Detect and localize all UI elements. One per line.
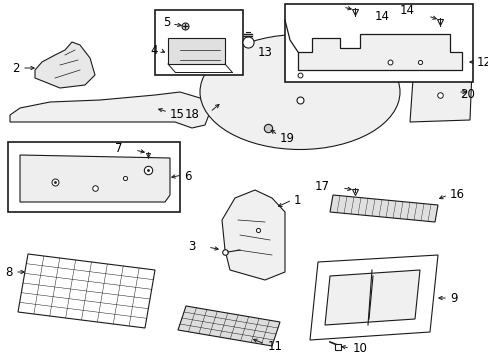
Text: 11: 11 [267, 339, 283, 352]
Text: 14: 14 [399, 4, 414, 17]
Text: 20: 20 [459, 89, 474, 102]
Text: 14: 14 [374, 9, 389, 22]
Text: 10: 10 [352, 342, 367, 356]
Ellipse shape [200, 35, 399, 149]
Bar [285, 4, 472, 82]
Bar [155, 10, 243, 75]
Text: 4: 4 [150, 44, 158, 57]
Polygon shape [35, 42, 95, 88]
Text: 6: 6 [183, 171, 191, 184]
Polygon shape [20, 155, 170, 202]
Polygon shape [18, 254, 155, 328]
Polygon shape [168, 38, 224, 64]
Polygon shape [329, 195, 437, 222]
Text: 2: 2 [13, 62, 20, 75]
Text: 8: 8 [5, 266, 12, 279]
Text: 18: 18 [185, 108, 200, 122]
Text: 19: 19 [280, 131, 294, 144]
Text: 16: 16 [449, 189, 464, 202]
Polygon shape [178, 306, 280, 346]
Text: 13: 13 [258, 45, 272, 58]
Polygon shape [309, 255, 437, 340]
Text: 9: 9 [449, 292, 457, 305]
Polygon shape [409, 65, 471, 122]
Text: 17: 17 [314, 180, 329, 194]
Bar [8, 142, 180, 212]
Text: 1: 1 [293, 194, 301, 207]
Polygon shape [222, 190, 285, 280]
Polygon shape [10, 92, 209, 128]
Polygon shape [325, 270, 419, 325]
Text: 5: 5 [163, 17, 170, 30]
Text: 3: 3 [188, 240, 196, 253]
Text: 15: 15 [170, 108, 184, 121]
Text: 7: 7 [114, 143, 122, 156]
Polygon shape [297, 34, 461, 70]
Text: 12: 12 [476, 55, 488, 68]
